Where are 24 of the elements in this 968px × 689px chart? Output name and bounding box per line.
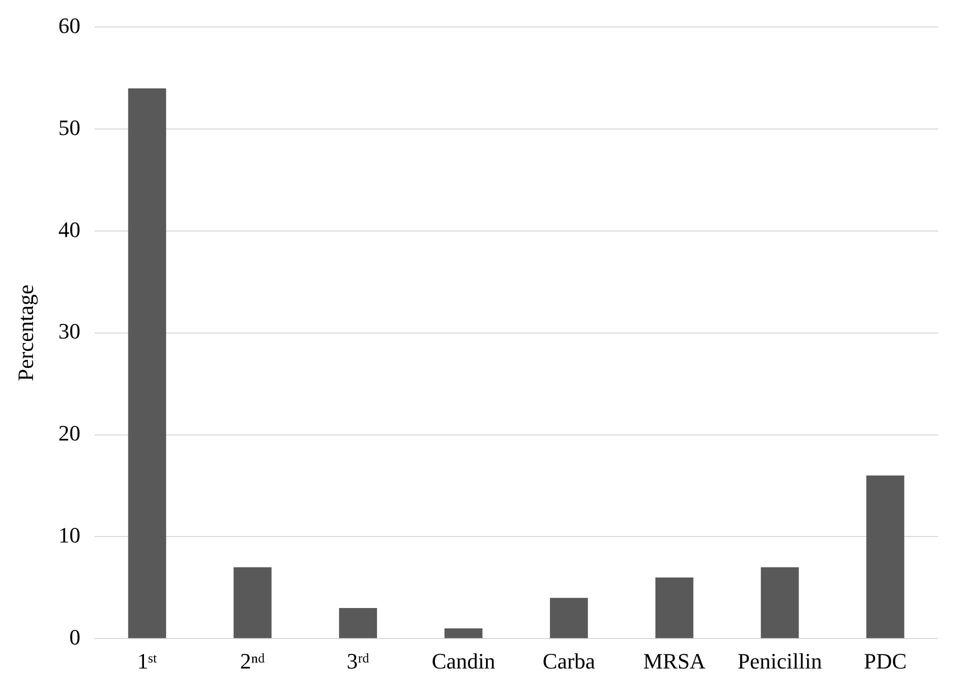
bar (655, 577, 694, 638)
bar (128, 88, 166, 638)
x-tick-label: MRSA (643, 648, 706, 674)
y-tick-label: 10 (58, 522, 80, 548)
x-tick-label: 1ˢᵗ (137, 648, 158, 674)
x-tick-label: Carba (542, 648, 596, 674)
y-tick-label: 40 (58, 216, 80, 242)
bar (760, 567, 799, 638)
x-tick-label: Candin (432, 648, 496, 674)
y-tick-label: 20 (58, 420, 80, 446)
x-tick-label: Penicillin (738, 648, 822, 674)
x-tick-label: 2ⁿᵈ (240, 648, 266, 674)
x-tick-label: PDC (864, 648, 907, 674)
y-tick-label: 50 (58, 114, 80, 140)
bar (866, 476, 904, 638)
bar (234, 567, 272, 638)
bar (444, 628, 482, 638)
bar (339, 608, 378, 638)
y-tick-label: 30 (58, 318, 80, 344)
x-tick-label: 3ʳᵈ (346, 648, 370, 674)
bar (550, 598, 588, 638)
y-tick-label: 60 (58, 12, 80, 38)
y-tick-label: 0 (69, 624, 80, 650)
y-axis-title: Percentage (12, 284, 38, 382)
